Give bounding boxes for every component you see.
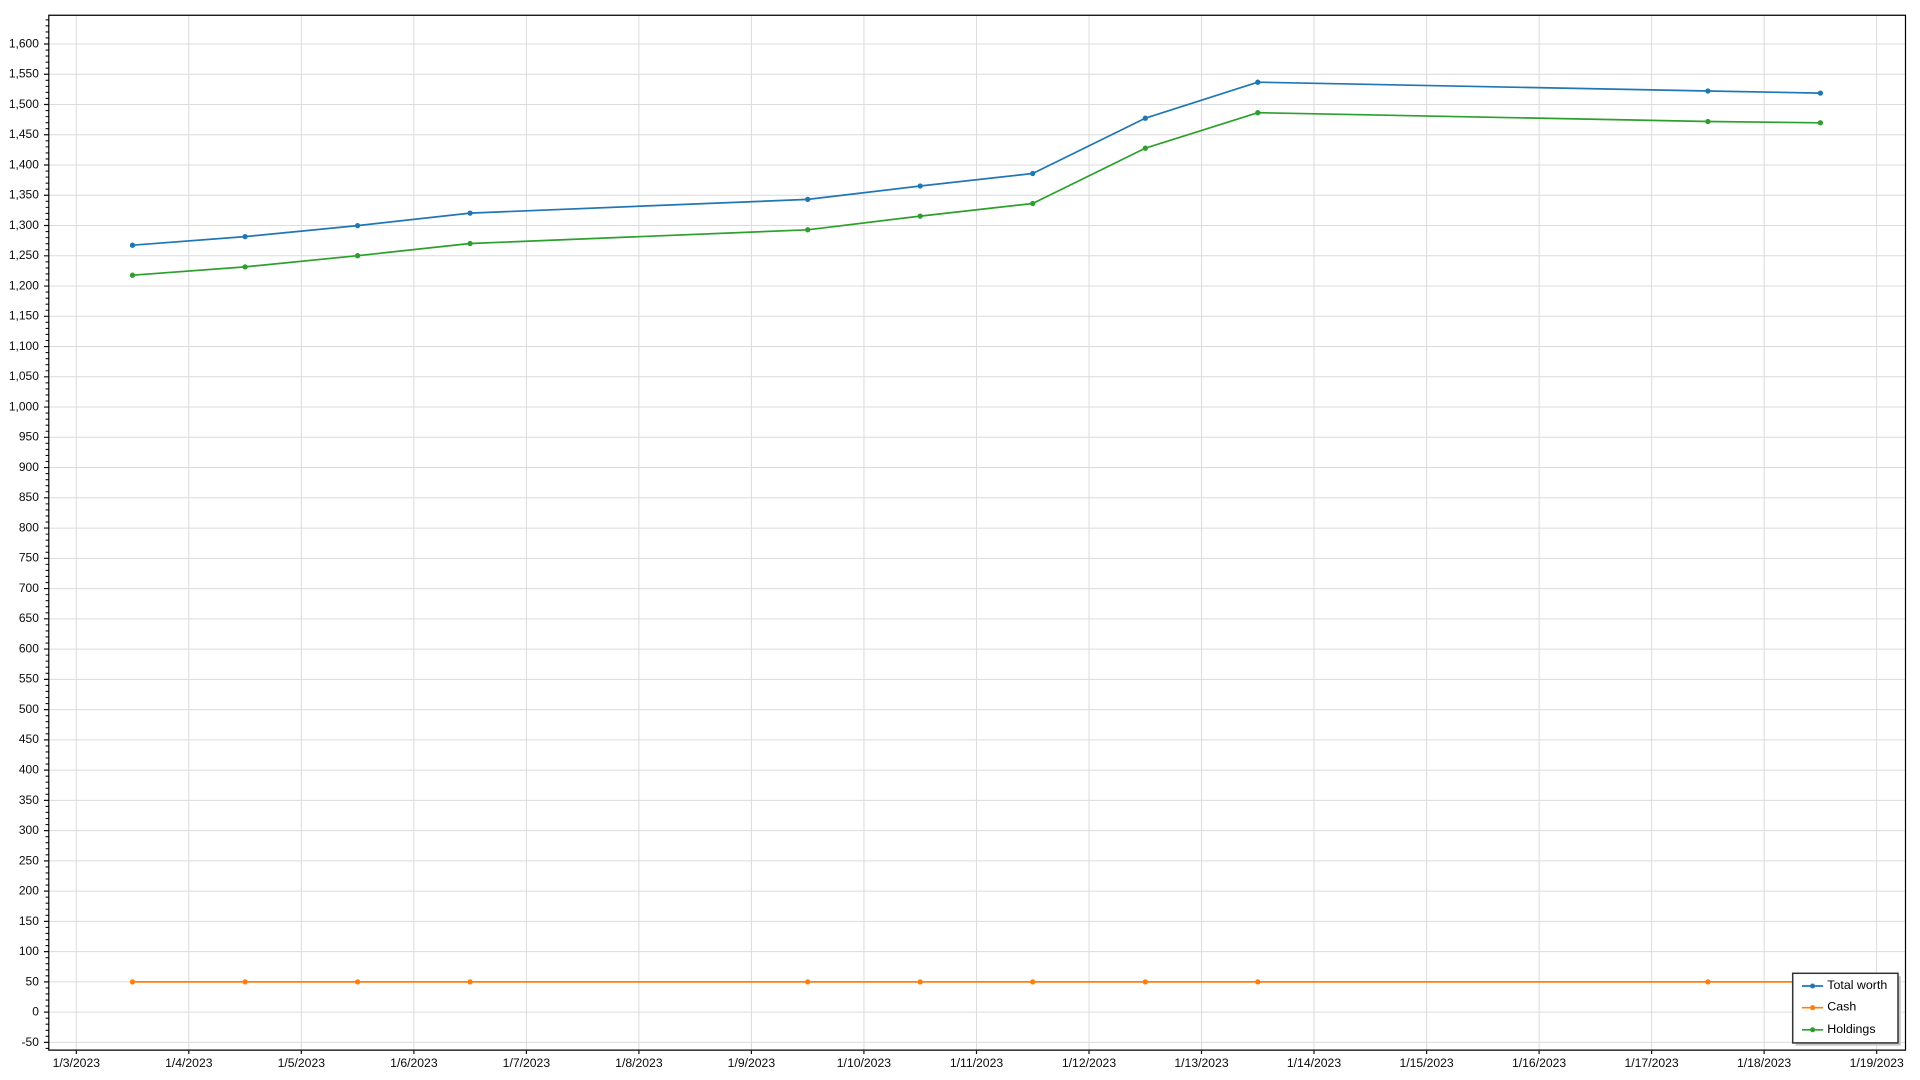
svg-text:300: 300	[19, 823, 39, 837]
svg-text:1/16/2023: 1/16/2023	[1512, 1056, 1566, 1070]
svg-text:1,000: 1,000	[9, 400, 39, 414]
svg-text:1/14/2023: 1/14/2023	[1287, 1056, 1341, 1070]
svg-text:1/7/2023: 1/7/2023	[503, 1056, 551, 1070]
svg-text:1,150: 1,150	[9, 309, 39, 323]
svg-text:1,300: 1,300	[9, 218, 39, 232]
svg-text:350: 350	[19, 793, 39, 807]
svg-text:150: 150	[19, 914, 39, 928]
svg-text:600: 600	[19, 642, 39, 656]
svg-text:1,500: 1,500	[9, 97, 39, 111]
svg-text:1/8/2023: 1/8/2023	[615, 1056, 663, 1070]
svg-text:Cash: Cash	[1827, 1000, 1856, 1014]
svg-text:100: 100	[19, 944, 39, 958]
svg-text:800: 800	[19, 521, 39, 535]
svg-text:450: 450	[19, 732, 39, 746]
svg-text:-50: -50	[22, 1035, 40, 1049]
svg-text:200: 200	[19, 884, 39, 898]
svg-text:1/17/2023: 1/17/2023	[1624, 1056, 1678, 1070]
svg-text:1/9/2023: 1/9/2023	[728, 1056, 776, 1070]
svg-text:1,100: 1,100	[9, 339, 39, 353]
svg-text:650: 650	[19, 611, 39, 625]
svg-text:1,450: 1,450	[9, 127, 39, 141]
svg-text:1/4/2023: 1/4/2023	[165, 1056, 213, 1070]
svg-text:550: 550	[19, 672, 39, 686]
svg-text:Holdings: Holdings	[1827, 1022, 1875, 1036]
svg-text:50: 50	[26, 974, 40, 988]
svg-text:1/15/2023: 1/15/2023	[1399, 1056, 1453, 1070]
svg-text:1/19/2023: 1/19/2023	[1850, 1056, 1904, 1070]
svg-text:500: 500	[19, 702, 39, 716]
svg-text:1,250: 1,250	[9, 248, 39, 262]
svg-text:1,550: 1,550	[9, 67, 39, 81]
svg-text:1,200: 1,200	[9, 278, 39, 292]
svg-text:1,400: 1,400	[9, 157, 39, 171]
svg-text:1,350: 1,350	[9, 188, 39, 202]
svg-text:1/13/2023: 1/13/2023	[1174, 1056, 1228, 1070]
svg-text:Total worth: Total worth	[1827, 978, 1887, 992]
svg-text:1,050: 1,050	[9, 369, 39, 383]
svg-text:850: 850	[19, 490, 39, 504]
svg-text:250: 250	[19, 853, 39, 867]
svg-text:1,600: 1,600	[9, 36, 39, 50]
svg-text:1/3/2023: 1/3/2023	[53, 1056, 101, 1070]
svg-text:400: 400	[19, 763, 39, 777]
svg-text:1/18/2023: 1/18/2023	[1737, 1056, 1791, 1070]
svg-text:1/11/2023: 1/11/2023	[950, 1056, 1004, 1070]
svg-text:1/10/2023: 1/10/2023	[837, 1056, 891, 1070]
svg-text:950: 950	[19, 430, 39, 444]
svg-text:1/12/2023: 1/12/2023	[1062, 1056, 1116, 1070]
svg-text:0: 0	[32, 1005, 39, 1019]
svg-text:700: 700	[19, 581, 39, 595]
svg-text:900: 900	[19, 460, 39, 474]
svg-text:1/5/2023: 1/5/2023	[278, 1056, 326, 1070]
svg-text:750: 750	[19, 551, 39, 565]
svg-text:1/6/2023: 1/6/2023	[390, 1056, 438, 1070]
